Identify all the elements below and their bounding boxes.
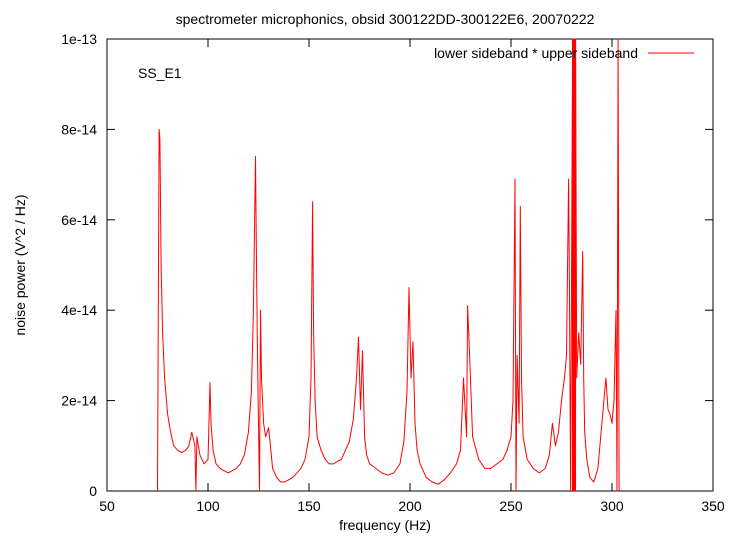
legend-label: lower sideband * upper sideband	[434, 45, 638, 61]
series-group	[157, 38, 620, 492]
x-tick-label: 100	[196, 498, 220, 514]
y-tick-label: 2e-14	[61, 393, 97, 409]
saturated-peak-band	[572, 39, 577, 491]
series-line	[157, 38, 620, 492]
plot-frame	[106, 38, 714, 492]
y-tick-label: 6e-14	[61, 212, 97, 228]
axis-ticks: 50 100 150 200 250 300 350 0 2e-14 4e-14 6e-14 8e-1…	[61, 31, 725, 514]
x-axis-label: frequency (Hz)	[339, 517, 431, 533]
x-tick-label: 300	[600, 498, 624, 514]
y-tick-label: 8e-14	[61, 121, 97, 137]
y-tick-label: 1e-13	[61, 31, 97, 47]
x-tick-label: 50	[99, 498, 115, 514]
y-tick-label: 0	[89, 483, 97, 499]
axes	[106, 38, 714, 492]
plot-annotation: SS_E1	[138, 65, 182, 81]
x-tick-label: 150	[297, 498, 321, 514]
y-axis-label: noise power (V^2 / Hz)	[12, 194, 28, 335]
chart-title: spectrometer microphonics, obsid 300122D…	[176, 11, 595, 27]
y-tick-label: 4e-14	[61, 302, 97, 318]
x-tick-label: 250	[499, 498, 523, 514]
x-tick-label: 350	[701, 498, 725, 514]
x-tick-label: 200	[398, 498, 422, 514]
